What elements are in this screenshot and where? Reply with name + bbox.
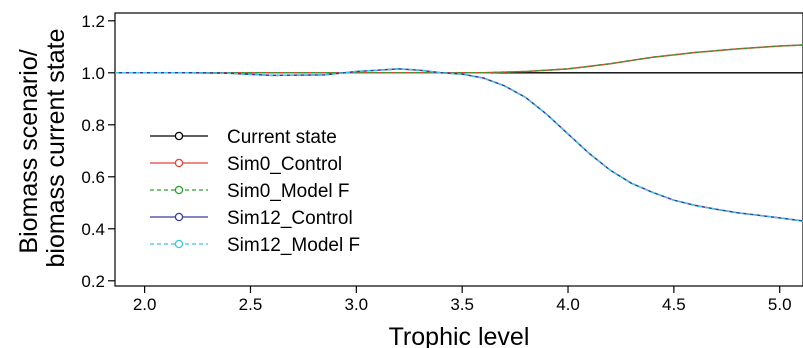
x-axis-title: Trophic level	[389, 323, 530, 348]
series-line-3	[115, 68, 803, 222]
y-axis-title-line-1: Biomass scenario/	[15, 49, 43, 253]
legend-marker	[174, 158, 184, 168]
y-tick-label: 0.8	[81, 116, 105, 135]
x-tick-label: 3.5	[450, 295, 474, 314]
legend-marker	[174, 239, 184, 249]
y-tick-label: 1.2	[81, 12, 105, 31]
legend-marker	[174, 185, 184, 195]
legend-label: Sim0_Control	[227, 154, 342, 175]
y-axis-title-line-2: biomass current state	[42, 29, 70, 268]
axis-ticks: 2.0 2.5 3.0 3.5 4.0 4.5 5.0 0.2 0.4 0.6 0.8 1.0 1.2	[81, 12, 791, 314]
series-lines	[115, 44, 803, 222]
x-tick-label: 4.0	[556, 295, 580, 314]
x-tick-label: 2.5	[239, 295, 263, 314]
y-axis-title: Biomass scenario/ biomass current state	[15, 29, 70, 268]
legend: Current state Sim0_Control Sim0_Model F Sim…	[150, 127, 360, 256]
x-tick-label: 2.0	[133, 295, 157, 314]
x-tick-label: 5.0	[768, 295, 792, 314]
series-line-4	[115, 68, 803, 222]
series-line-2	[115, 44, 803, 74]
y-tick-label: 0.6	[81, 168, 105, 187]
y-tick-label: 1.0	[81, 64, 105, 83]
y-tick-label: 0.2	[81, 272, 105, 291]
y-tick-label: 0.4	[81, 220, 105, 239]
legend-marker	[174, 212, 184, 222]
legend-marker	[174, 131, 184, 141]
legend-label: Sim12_Model F	[227, 235, 360, 256]
series-line-1	[115, 44, 803, 74]
x-tick-label: 3.0	[345, 295, 369, 314]
plot-frame	[114, 12, 803, 287]
legend-label: Sim12_Control	[227, 208, 353, 229]
x-tick-label: 4.5	[662, 295, 686, 314]
legend-label: Sim0_Model F	[227, 181, 350, 202]
legend-label: Current state	[227, 127, 337, 148]
